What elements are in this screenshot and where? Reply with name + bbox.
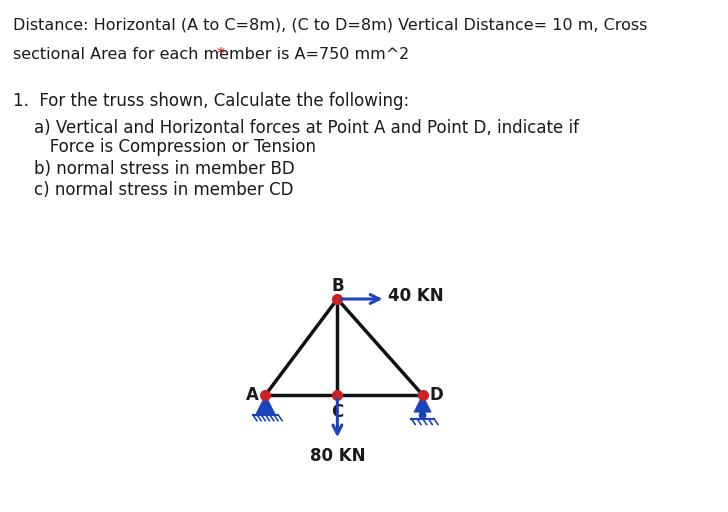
Text: Distance: Horizontal (A to C=8m), (C to D=8m) Vertical Distance= 10 m, Cross: Distance: Horizontal (A to C=8m), (C to … xyxy=(13,18,647,33)
Text: 1.  For the truss shown, Calculate the following:: 1. For the truss shown, Calculate the fo… xyxy=(13,92,409,110)
Circle shape xyxy=(419,412,426,418)
Polygon shape xyxy=(414,395,431,412)
Text: A: A xyxy=(246,386,258,404)
Text: sectional Area for each member is A=750 mm^2: sectional Area for each member is A=750 … xyxy=(13,47,414,62)
Text: D: D xyxy=(429,386,443,404)
Text: a) Vertical and Horizontal forces at Point A and Point D, indicate if: a) Vertical and Horizontal forces at Poi… xyxy=(13,119,579,137)
Text: b) normal stress in member BD: b) normal stress in member BD xyxy=(13,160,295,178)
Polygon shape xyxy=(256,395,275,415)
Text: Force is Compression or Tension: Force is Compression or Tension xyxy=(13,138,316,156)
Text: C: C xyxy=(331,403,344,421)
Text: B: B xyxy=(331,276,344,295)
Text: 80 KN: 80 KN xyxy=(309,447,365,465)
Text: 40 KN: 40 KN xyxy=(388,287,443,305)
Text: *: * xyxy=(216,47,224,62)
Text: c) normal stress in member CD: c) normal stress in member CD xyxy=(13,181,293,199)
